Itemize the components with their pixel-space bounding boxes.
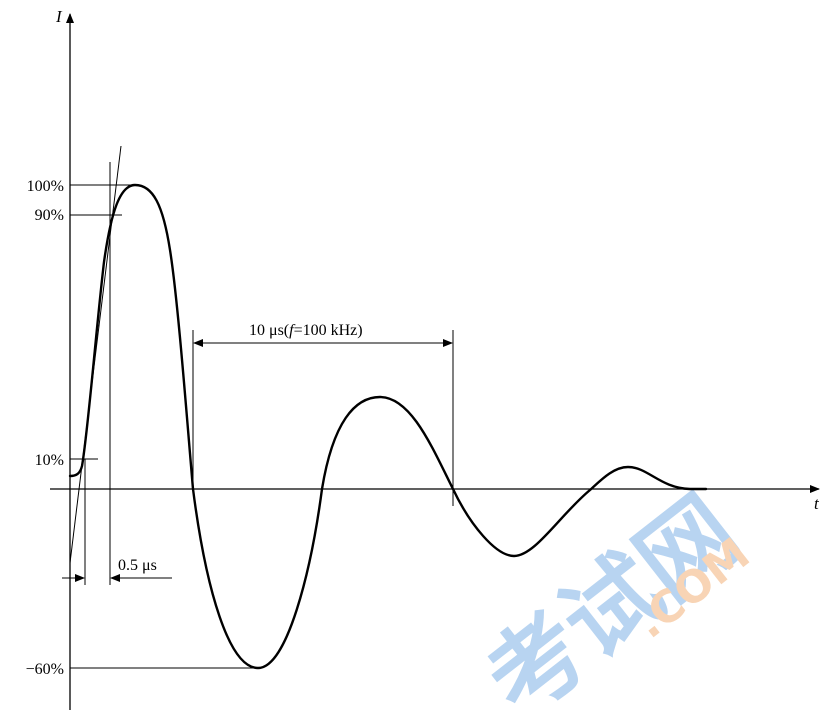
y-axis-label: I bbox=[55, 7, 63, 26]
period-label-suffix: =100 kHz) bbox=[294, 322, 363, 339]
rise-time-label: 0.5 μs bbox=[118, 557, 157, 574]
period-label-f: f bbox=[289, 322, 296, 339]
level-label-minus-60: −60% bbox=[26, 661, 64, 678]
x-axis-label: t bbox=[814, 494, 820, 513]
period-label: 10 μs(f=100 kHz) bbox=[249, 322, 363, 339]
current-waveform bbox=[68, 183, 708, 670]
level-label-100: 100% bbox=[27, 178, 64, 195]
level-label-90: 90% bbox=[35, 207, 64, 224]
level-label-10: 10% bbox=[35, 452, 64, 469]
period-label-prefix: 10 μs( bbox=[249, 322, 289, 339]
watermark: 考试网 .COM bbox=[466, 476, 759, 713]
